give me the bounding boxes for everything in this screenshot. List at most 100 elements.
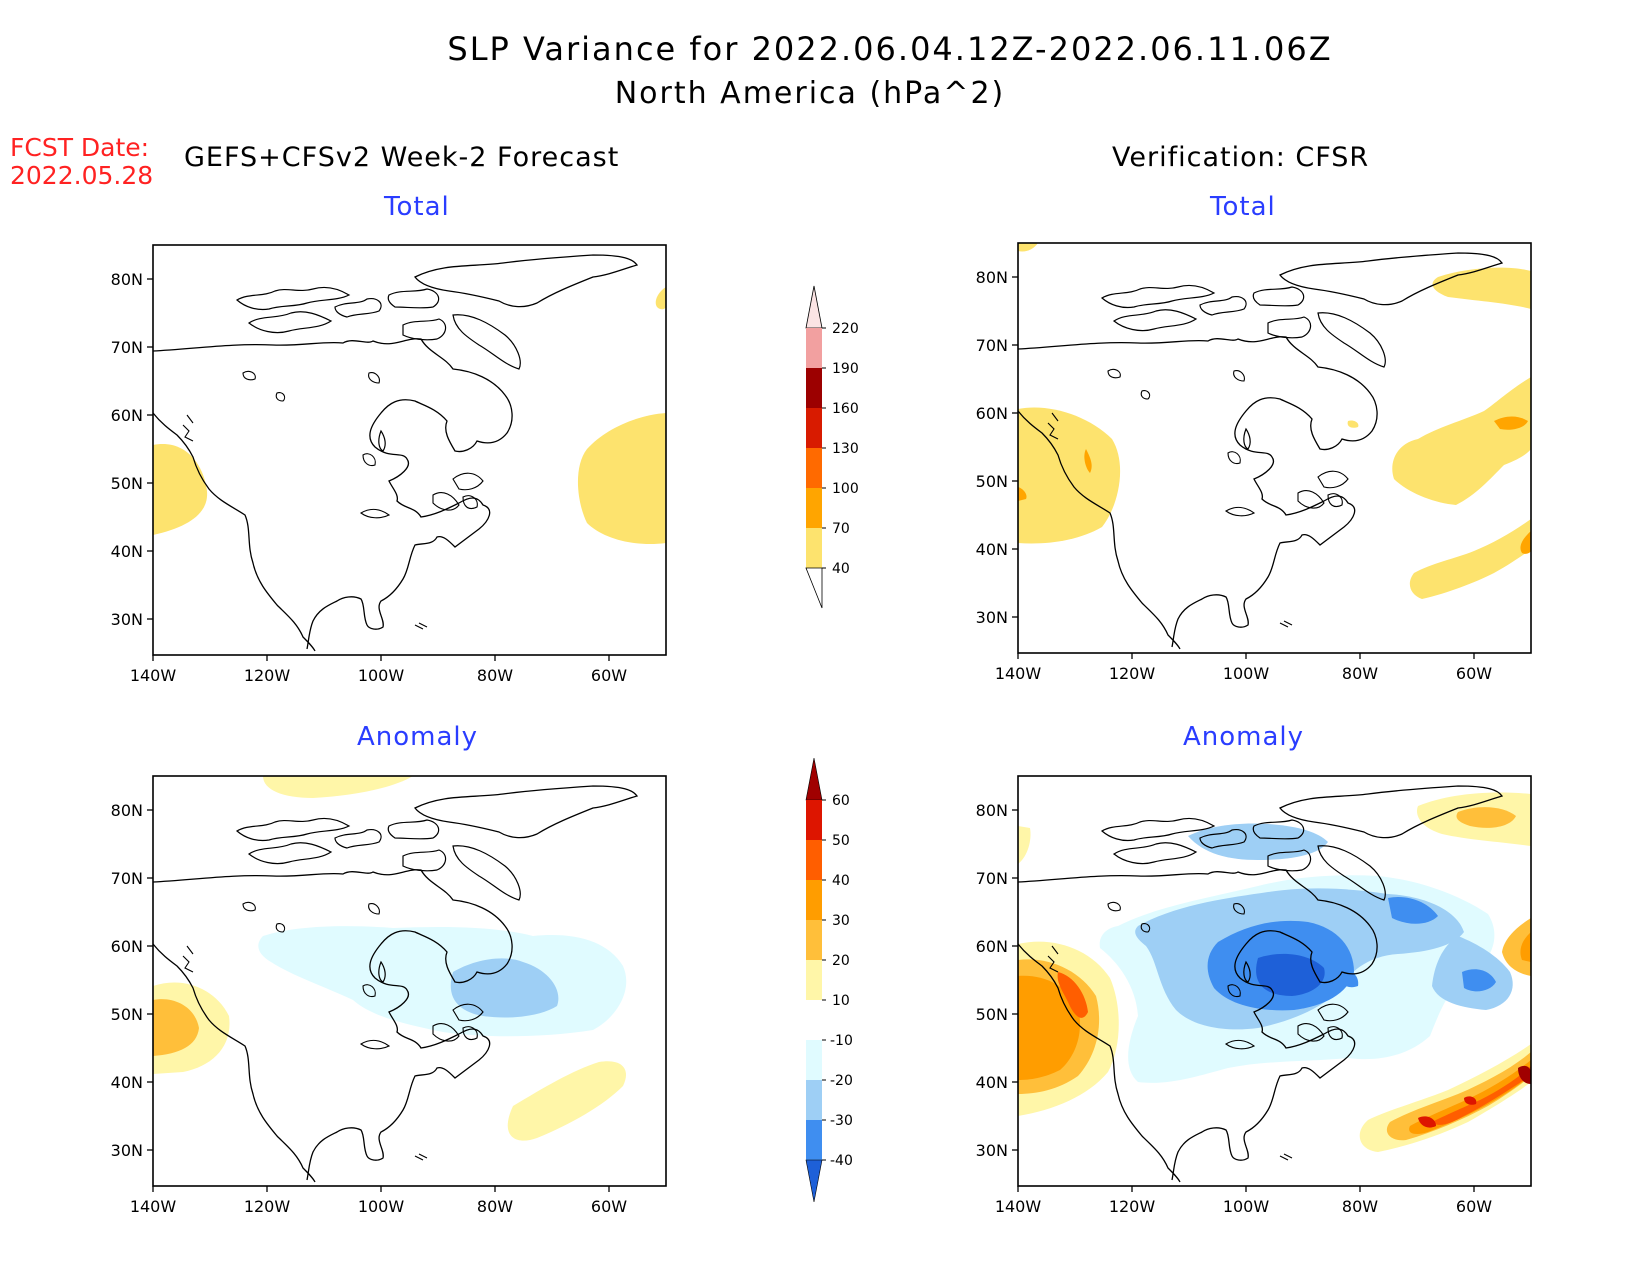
forecast-column-header: GEFS+CFSv2 Week-2 Forecast [184,142,620,173]
colorbar-anomaly-top-arrow [805,757,823,801]
colorbar-total-segment [806,448,822,488]
colorbar-anomaly-segment [806,880,822,920]
lat-label: 80N [111,801,143,820]
lat-label: 60N [976,404,1008,423]
lon-label: 140W [130,1197,177,1216]
colorbar-anomaly-segment [806,840,822,880]
lat-label: 40N [111,542,143,561]
colorbar-anomaly-label: 40 [832,873,850,889]
lat-label: 40N [976,1073,1008,1092]
colorbar-total-segment [806,488,822,528]
lat-label: 80N [976,268,1008,287]
lon-label: 120W [1109,1197,1156,1216]
forecast-anomaly-title: Anomaly [357,722,479,752]
colorbar-anomaly-label: 50 [832,833,850,849]
lon-label: 120W [1109,664,1156,683]
colorbar-anomaly-label: 60 [832,793,850,809]
lon-label: 100W [358,1197,405,1216]
verification-total-shading [1018,243,1531,599]
colorbar-total-label: 160 [832,401,859,417]
lon-label: 120W [244,666,291,685]
lon-label: 120W [244,1197,291,1216]
colorbar-anomaly-segment [806,920,822,960]
lon-label: 80W [1342,664,1378,683]
colorbar-anomaly-segment [806,1080,822,1120]
verification-anomaly-shading [1018,792,1531,1152]
colorbar-anomaly-segment [806,960,822,1000]
colorbar-total: 220 190 160 130 100 70 40 [805,285,859,609]
lon-label: 60W [591,666,627,685]
lat-label: 80N [111,270,143,289]
forecast-date-value: 2022.05.28 [10,161,154,190]
lon-label: 100W [358,666,405,685]
lat-label: 60N [111,406,143,425]
colorbar-total-top-arrow [805,285,823,329]
colorbar-anomaly: 60 50 40 30 20 10 -10 -20 -30 -40 [805,757,853,1203]
lat-label: 70N [111,338,143,357]
colorbar-total-label: 190 [832,361,859,377]
lat-label: 70N [111,869,143,888]
lat-label: 50N [976,1005,1008,1024]
colorbar-anomaly-segment [806,1000,822,1040]
lon-label: 60W [1456,1197,1492,1216]
lon-label: 80W [1342,1197,1378,1216]
verification-total-title: Total [1210,192,1276,222]
colorbar-anomaly-label: 20 [832,953,850,969]
colorbar-anomaly-label: -30 [830,1113,853,1129]
colorbar-total-label: 220 [832,321,859,337]
forecast-total-map [152,244,667,656]
lat-label: 50N [111,474,143,493]
colorbar-total-segment [806,368,822,408]
verification-anomaly-title: Anomaly [1183,722,1305,752]
lon-label: 80W [477,666,513,685]
lon-label: 140W [995,1197,1042,1216]
lat-label: 70N [976,869,1008,888]
colorbar-total-segment [806,408,822,448]
lon-label: 60W [591,1197,627,1216]
colorbar-anomaly-segment [806,1040,822,1080]
axes-layer: 80N 70N 60N 50N 40N 30N 140W 120W 100W 80W 60W 80N 7… [111,268,1493,1216]
lon-label: 140W [130,666,177,685]
colorbar-anomaly-label: -20 [830,1073,853,1089]
lat-label: 60N [976,937,1008,956]
lon-label: 140W [995,664,1042,683]
lat-label: 60N [111,937,143,956]
lon-label: 60W [1456,664,1492,683]
colorbar-anomaly-bottom-arrow [805,1159,823,1203]
colorbar-anomaly-label: -10 [830,1033,853,1049]
verification-column-header: Verification: CFSR [1112,142,1370,173]
verification-anomaly-map [1017,775,1532,1187]
lat-label: 70N [976,336,1008,355]
lon-label: 100W [1223,664,1270,683]
lat-label: 40N [111,1073,143,1092]
colorbar-total-label: 130 [832,441,859,457]
colorbar-total-label: 40 [832,561,850,577]
colorbar-anomaly-label: 10 [832,993,850,1009]
lon-label: 80W [477,1197,513,1216]
colorbar-anomaly-segment [806,800,822,840]
forecast-anomaly-shading [153,776,627,1141]
colorbar-total-segment [806,328,822,368]
colorbar-total-segment [806,528,822,568]
lat-label: 50N [976,472,1008,491]
colorbar-total-bottom-arrow [805,567,823,609]
lat-label: 30N [976,608,1008,627]
colorbar-total-label: 70 [832,521,850,537]
forecast-anomaly-map [152,775,667,1187]
colorbar-total-label: 100 [832,481,859,497]
lat-label: 50N [111,1005,143,1024]
forecast-date: FCST Date: 2022.05.28 [10,134,153,190]
lat-label: 30N [111,610,143,629]
colorbar-anomaly-label: 30 [832,913,850,929]
colorbar-anomaly-label: -40 [830,1153,853,1169]
main-title: SLP Variance for 2022.06.04.12Z-2022.06.… [447,30,1333,68]
lon-label: 100W [1223,1197,1270,1216]
lat-label: 30N [976,1141,1008,1160]
lat-label: 30N [111,1141,143,1160]
main-subtitle: North America (hPa^2) [614,76,1006,111]
verification-total-map [1017,242,1532,654]
forecast-date-label: FCST Date: [10,133,150,162]
forecast-total-title: Total [384,192,450,222]
lat-label: 40N [976,540,1008,559]
